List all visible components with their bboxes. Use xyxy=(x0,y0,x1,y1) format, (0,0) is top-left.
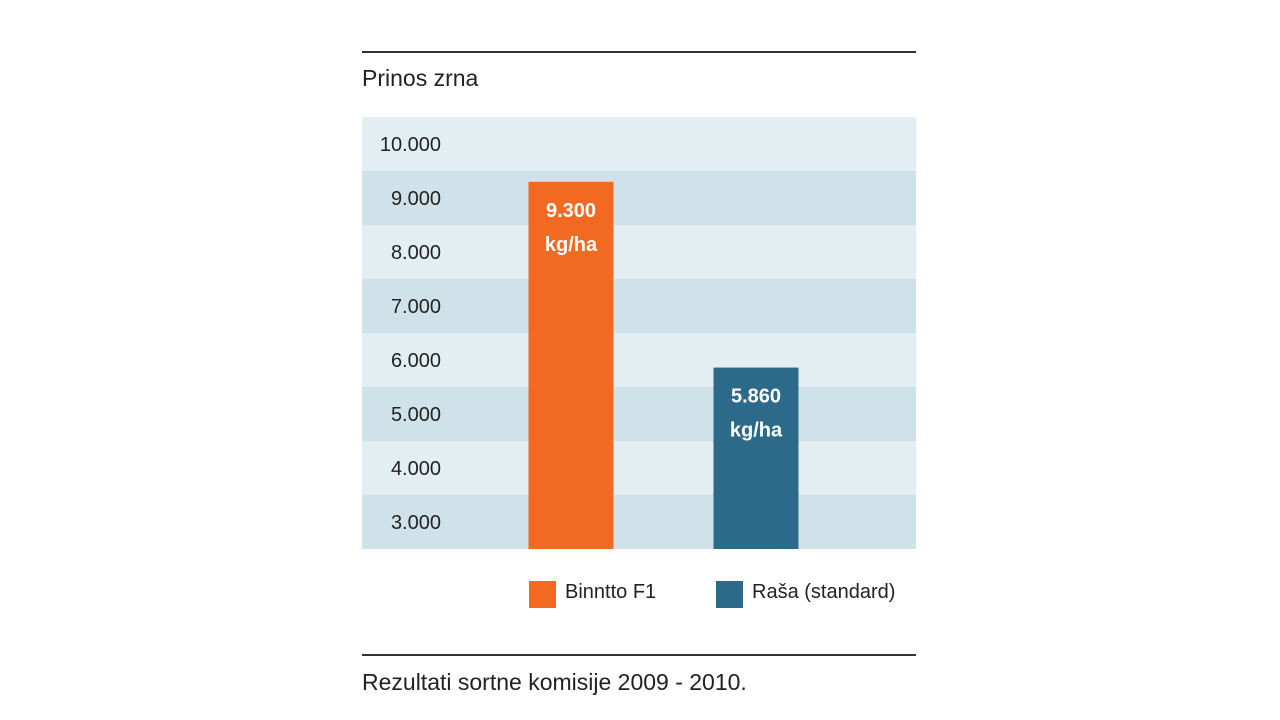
plot-band xyxy=(362,117,916,171)
legend-swatch-binntto xyxy=(529,580,556,608)
legend-label-binntto: Binntto F1 xyxy=(565,581,657,603)
plot-background xyxy=(362,117,916,549)
y-tick-label: 3.000 xyxy=(391,512,441,534)
plot-band xyxy=(362,225,916,279)
legend-label-rasa: Raša (standard) xyxy=(752,581,896,603)
y-tick-label: 5.000 xyxy=(391,404,441,426)
plot-band xyxy=(362,171,916,225)
plot-band xyxy=(362,441,916,495)
top-rule xyxy=(362,51,916,53)
y-tick-label: 6.000 xyxy=(391,350,441,372)
plot-band xyxy=(362,333,916,387)
y-tick-label: 4.000 xyxy=(391,458,441,480)
bar xyxy=(713,367,799,549)
y-tick-label: 7.000 xyxy=(391,296,441,318)
bar-value-label: 5.860 xyxy=(731,386,781,408)
bar-value-label: 9.300 xyxy=(546,200,596,222)
bar xyxy=(528,181,614,550)
y-tick-label: 9.000 xyxy=(391,188,441,210)
chart-caption: Rezultati sortne komisije 2009 - 2010. xyxy=(362,669,747,695)
bottom-rule xyxy=(362,654,916,656)
y-tick-label: 10.000 xyxy=(380,134,441,156)
bar-value-labels: 9.300 kg/ha 5.860 kg/ha xyxy=(545,200,783,442)
plot-band xyxy=(362,279,916,333)
plot-band xyxy=(362,495,916,549)
plot-band xyxy=(362,387,916,441)
bars xyxy=(528,181,799,550)
y-axis-ticks: 10.000 9.000 8.000 7.000 6.000 5.000 4.000 3.00… xyxy=(380,134,441,534)
bar-value-label: kg/ha xyxy=(545,234,598,256)
bar-value-label: kg/ha xyxy=(730,420,783,442)
chart-title: Prinos zrna xyxy=(362,65,479,91)
y-tick-label: 8.000 xyxy=(391,242,441,264)
legend-item-rasa: Raša (standard) xyxy=(716,580,895,608)
legend-item-binntto: Binntto F1 xyxy=(529,580,656,608)
legend-swatch-rasa xyxy=(716,580,743,608)
